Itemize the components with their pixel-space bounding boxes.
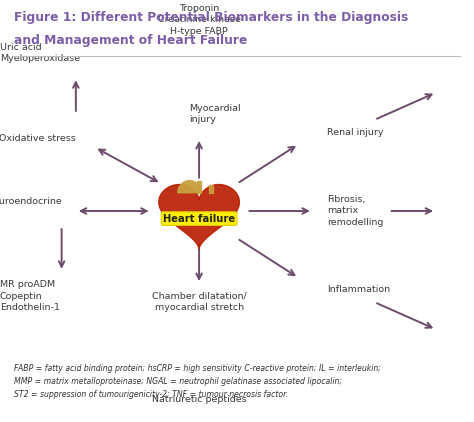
Text: Heart failure: Heart failure xyxy=(163,214,235,224)
Text: Uric acid
Myeloperoxidase: Uric acid Myeloperoxidase xyxy=(0,43,80,63)
Text: Renal injury: Renal injury xyxy=(327,127,383,136)
Text: Inflammation: Inflammation xyxy=(327,286,390,295)
Text: Chamber dilatation/
myocardial stretch: Chamber dilatation/ myocardial stretch xyxy=(152,292,246,312)
Text: Oxidative stress: Oxidative stress xyxy=(0,134,76,143)
Polygon shape xyxy=(159,184,239,249)
Polygon shape xyxy=(197,181,201,193)
Text: and Management of Heart Failure: and Management of Heart Failure xyxy=(14,34,247,47)
Text: Natriuretic peptides: Natriuretic peptides xyxy=(152,395,246,404)
Polygon shape xyxy=(209,185,213,193)
Text: Neuroendocrine: Neuroendocrine xyxy=(0,197,62,206)
Text: MR proADM
Copeptin
Endothelin-1: MR proADM Copeptin Endothelin-1 xyxy=(0,280,60,312)
Text: FABP = fatty acid binding protein; hsCRP = high sensitivity C-reactive protein; : FABP = fatty acid binding protein; hsCRP… xyxy=(14,364,381,398)
Text: Myocardial
injury: Myocardial injury xyxy=(190,103,241,124)
Text: Troponin
Creatinine kinase
H-type FABP: Troponin Creatinine kinase H-type FABP xyxy=(158,4,240,35)
Polygon shape xyxy=(178,181,201,193)
Text: Fibrosis,
matrix
remodelling: Fibrosis, matrix remodelling xyxy=(327,195,383,227)
Text: Figure 1: Different Potential Biomarkers in the Diagnosis: Figure 1: Different Potential Biomarkers… xyxy=(14,11,409,24)
